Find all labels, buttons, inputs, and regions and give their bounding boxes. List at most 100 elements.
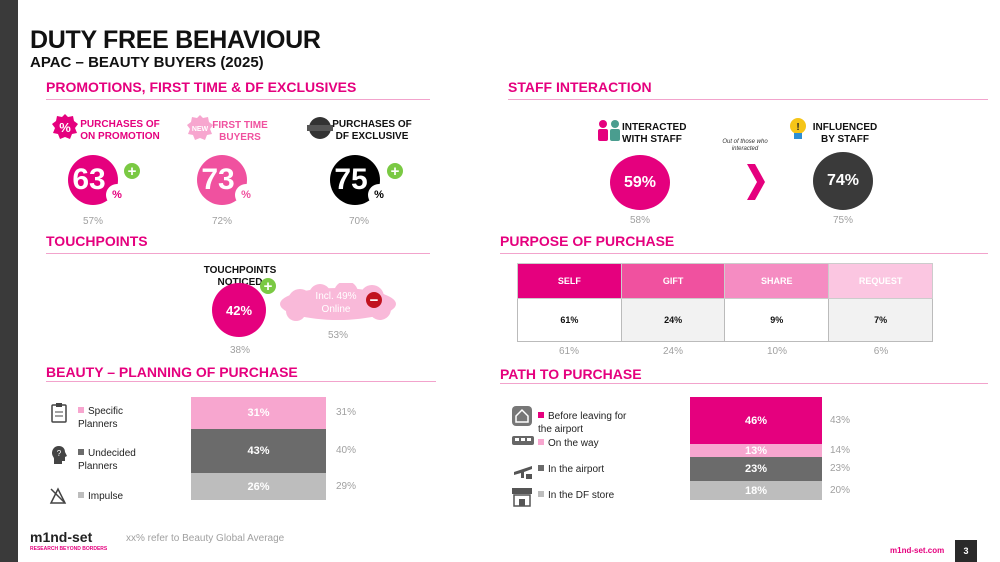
planning-average-1: 40% <box>336 445 357 456</box>
path-legend-before: Before leaving for the airport <box>538 410 638 436</box>
plus-icon: + <box>260 278 276 294</box>
planning-label: Specific Planners <box>78 406 124 430</box>
path-legend-df-store: In the DF store <box>538 489 638 502</box>
planning-segment-0: 31% <box>191 397 326 429</box>
purpose-col-request: REQUEST <box>828 263 933 299</box>
footer-note: xx% refer to Beauty Global Average <box>126 533 285 544</box>
lightbulb-icon: ! <box>786 116 810 142</box>
touchpoints-label: TOUCHPOINTS NOTICED <box>203 265 277 288</box>
airport-icon <box>512 460 534 480</box>
exclusive-unit: % <box>368 184 390 206</box>
legend-swatch <box>78 449 84 455</box>
legend-swatch <box>538 412 544 418</box>
staff-heading: STAFF INTERACTION <box>508 79 652 95</box>
planning-label: Undecided Planners <box>78 448 136 472</box>
path-average-1: 14% <box>830 444 851 456</box>
promo-label-df-exclusive: PURCHASES OF DF EXCLUSIVE <box>332 119 412 142</box>
planning-average-0: 31% <box>336 407 357 418</box>
first-time-value: 73 <box>201 163 235 196</box>
exclusive-seal-icon <box>305 116 335 140</box>
interacted-label: INTERACTED WITH STAFF <box>622 122 687 145</box>
plus-icon: + <box>124 163 140 179</box>
mindset-logo: m1nd-set RESEARCH BEYOND BORDERS <box>28 528 108 552</box>
planning-average-2: 29% <box>336 480 357 492</box>
planning-legend-undecided: Undecided Planners <box>78 447 158 473</box>
new-badge-icon: NEW <box>187 115 213 141</box>
page-subtitle: APAC – BEAUTY BUYERS (2025) <box>30 54 264 71</box>
path-label: In the DF store <box>548 490 615 501</box>
exclusive-value: 75 <box>334 163 368 196</box>
purpose-heading: PURPOSE OF PURCHASE <box>500 233 675 249</box>
interacted-value: 59% <box>610 155 670 210</box>
planning-label: Impulse <box>88 491 124 502</box>
planning-stacked-bar: 31% 43% 26% <box>191 397 326 500</box>
promo-label-first-time: FIRST TIME BUYERS <box>212 120 268 143</box>
svg-text:?: ? <box>57 449 62 458</box>
svg-text:NEW: NEW <box>192 126 209 133</box>
svg-text:%: % <box>59 120 71 135</box>
path-legend-airport: In the airport <box>538 463 638 476</box>
planning-segment-1: 43% <box>191 429 326 473</box>
logo-text: m1nd-set <box>30 529 93 545</box>
path-averages: 43% 14% 23% 20% <box>830 397 870 500</box>
purpose-col-self: SELF <box>517 263 622 299</box>
influenced-label: INFLUENCED BY STAFF <box>812 122 878 145</box>
purpose-divider <box>500 253 988 254</box>
left-edge-bar <box>0 0 18 562</box>
purpose-avg-request: 6% <box>873 346 889 357</box>
purpose-avg-share: 10% <box>766 346 787 357</box>
path-segment-2: 23% <box>690 457 822 481</box>
house-icon <box>512 406 532 426</box>
store-icon <box>511 487 533 507</box>
purpose-value-self: 61% <box>517 298 622 342</box>
influenced-average: 75% <box>832 215 853 226</box>
legend-swatch <box>538 491 544 497</box>
planning-heading: BEAUTY – PLANNING OF PURCHASE <box>46 364 298 380</box>
purpose-value-share: 9% <box>724 298 830 342</box>
interacted-average: 58% <box>629 215 650 226</box>
staff-note: Out of those who interacted <box>722 139 768 152</box>
path-divider <box>500 383 988 384</box>
plus-icon: + <box>387 163 403 179</box>
staff-divider <box>508 99 988 100</box>
footer-site: m1nd-set.com <box>890 546 945 555</box>
page-title: DUTY FREE BEHAVIOUR <box>30 26 321 54</box>
promotions-divider <box>46 99 430 100</box>
exclusive-average: 70% <box>348 216 369 227</box>
planning-divider <box>46 381 436 382</box>
path-label: Before leaving for the airport <box>538 411 627 435</box>
purpose-avg-self: 61% <box>558 346 579 357</box>
legend-swatch <box>538 439 544 445</box>
purpose-avg-gift: 24% <box>662 346 683 357</box>
path-average-0: 43% <box>830 414 851 426</box>
promo-value: 63 <box>72 163 106 196</box>
svg-text:!: ! <box>796 122 799 133</box>
path-heading: PATH TO PURCHASE <box>500 366 642 382</box>
path-stacked-bar: 46% 13% 23% 18% <box>690 397 822 500</box>
promo-label-on-promotion: PURCHASES OF ON PROMOTION <box>80 119 160 142</box>
chevron-right-icon <box>745 162 767 202</box>
purpose-table: SELF GIFT SHARE REQUEST 61% 24% 9% 7% <box>517 263 933 342</box>
train-icon <box>511 434 535 448</box>
touchpoints-divider <box>46 253 430 254</box>
purpose-value-gift: 24% <box>620 298 726 342</box>
planning-legend-specific: Specific Planners <box>78 405 158 431</box>
online-text: Incl. 49% Online <box>315 291 357 315</box>
path-segment-0: 46% <box>690 397 822 444</box>
path-segment-1: 13% <box>690 444 822 457</box>
online-average: 53% <box>327 330 348 341</box>
promo-unit: % <box>106 184 128 206</box>
promo-average: 57% <box>82 216 103 227</box>
path-average-2: 23% <box>830 463 851 474</box>
promotions-heading: PROMOTIONS, FIRST TIME & DF EXCLUSIVES <box>46 79 357 95</box>
path-label: In the airport <box>548 464 605 475</box>
path-average-3: 20% <box>830 484 851 496</box>
head-question-icon: ? <box>50 445 68 465</box>
path-segment-3: 18% <box>690 481 822 500</box>
legend-swatch <box>78 492 84 498</box>
influenced-value: 74% <box>813 152 873 210</box>
purpose-col-gift: GIFT <box>620 263 726 299</box>
legend-swatch <box>538 465 544 471</box>
minus-icon: − <box>366 292 382 308</box>
